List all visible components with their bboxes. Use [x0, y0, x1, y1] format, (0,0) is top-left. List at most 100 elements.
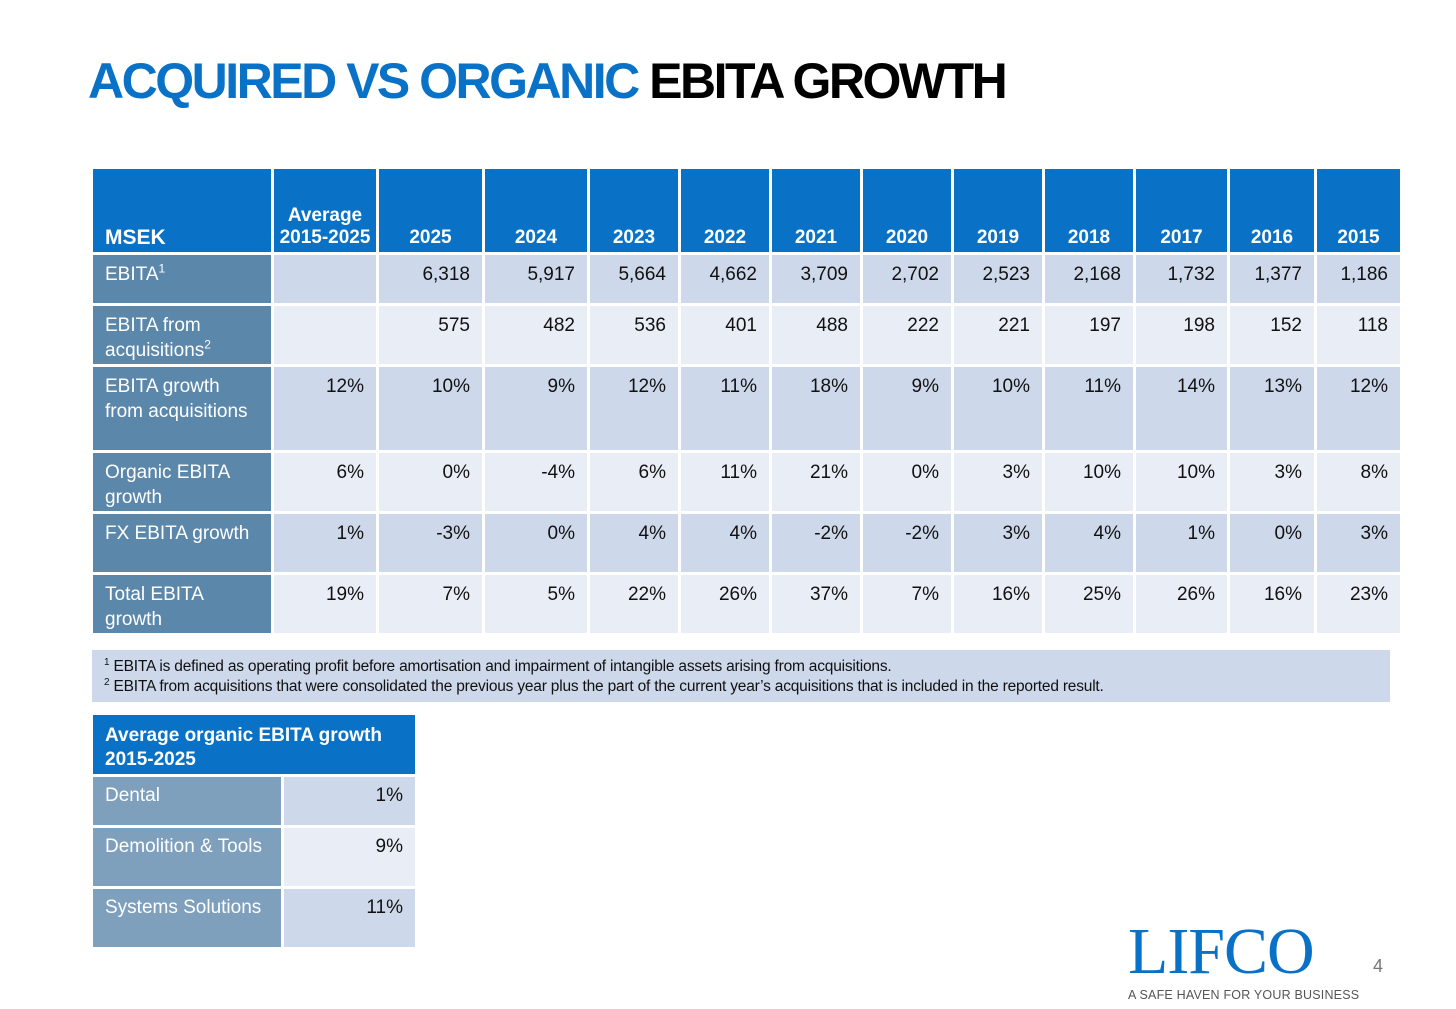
table-cell: 5% [485, 575, 587, 633]
table-cell: 7% [863, 575, 951, 633]
column-header: 2015 [1317, 169, 1400, 252]
ebita-table: MSEK Average 2015-2025 2025 2024 2023 2022 202… [90, 166, 1403, 636]
table-cell: 12% [274, 367, 376, 450]
table-cell: 14% [1136, 367, 1227, 450]
footnote-ref: 1 [158, 261, 166, 276]
table-cell: 2,168 [1045, 255, 1133, 303]
table-cell: 26% [681, 575, 769, 633]
footnote: 1 EBITA is defined as operating profit b… [104, 657, 1378, 677]
row-label-text: Total EBITA growth [105, 584, 203, 630]
table-cell: 0% [379, 453, 482, 511]
segment-label: Dental [93, 777, 281, 825]
table-cell [274, 255, 376, 303]
column-header: 2017 [1136, 169, 1227, 252]
row-label: FX EBITA growth [93, 514, 271, 572]
table-cell: 488 [772, 306, 860, 364]
row-label-text: EBITA growth from acquisitions [105, 376, 248, 422]
header-msek: MSEK [93, 169, 271, 252]
table-cell: 4% [681, 514, 769, 572]
table-cell: -3% [379, 514, 482, 572]
table-cell: 11% [1045, 367, 1133, 450]
table-cell: 221 [954, 306, 1042, 364]
footnote-text: EBITA is defined as operating profit bef… [113, 658, 892, 675]
table-cell: 3% [1230, 453, 1314, 511]
table-cell: 19% [274, 575, 376, 633]
table-cell: 2,523 [954, 255, 1042, 303]
table-cell: -2% [772, 514, 860, 572]
segment-row: Systems Solutions 11% [93, 889, 415, 947]
table-header-row: MSEK Average 2015-2025 2025 2024 2023 2022 202… [93, 169, 1400, 252]
row-label-text: EBITA from acquisitions [105, 315, 205, 361]
table-cell: 12% [590, 367, 678, 450]
footnote: 2 EBITA from acquisitions that were cons… [104, 677, 1378, 697]
table-cell: 18% [772, 367, 860, 450]
table-row: EBITA growth from acquisitions 12% 10% 9% 12… [93, 367, 1400, 450]
table-cell: 22% [590, 575, 678, 633]
title-black-part: EBITA GROWTH [649, 53, 1008, 109]
row-label: EBITA1 [93, 255, 271, 303]
table-cell: 9% [485, 367, 587, 450]
table-cell: 3% [954, 453, 1042, 511]
table-cell [274, 306, 376, 364]
table-cell: 575 [379, 306, 482, 364]
table-cell: -4% [485, 453, 587, 511]
table-cell: 3,709 [772, 255, 860, 303]
table-cell: 26% [1136, 575, 1227, 633]
table-cell: 37% [772, 575, 860, 633]
column-header: Average 2015-2025 [274, 169, 376, 252]
logo-wordmark: LIFCO [1128, 915, 1315, 988]
table-cell: 10% [954, 367, 1042, 450]
table-cell: 4% [590, 514, 678, 572]
row-label: Organic EBITA growth [93, 453, 271, 511]
table-cell: -2% [863, 514, 951, 572]
table-cell: 152 [1230, 306, 1314, 364]
column-header: 2023 [590, 169, 678, 252]
table-cell: 25% [1045, 575, 1133, 633]
table-cell: 3% [1317, 514, 1400, 572]
table-cell: 118 [1317, 306, 1400, 364]
table-cell: 198 [1136, 306, 1227, 364]
table-cell: 401 [681, 306, 769, 364]
footnote-mark: 1 [104, 656, 110, 668]
table-cell: 4% [1045, 514, 1133, 572]
row-label-text: Organic EBITA growth [105, 462, 230, 508]
table-cell: 0% [1230, 514, 1314, 572]
table-row: EBITA1 6,318 5,917 5,664 4,662 3,709 2,702 2,52… [93, 255, 1400, 303]
column-header: 2024 [485, 169, 587, 252]
table-cell: 1,186 [1317, 255, 1400, 303]
table-cell: 536 [590, 306, 678, 364]
column-header: 2021 [772, 169, 860, 252]
table-cell: 9% [863, 367, 951, 450]
segment-value: 11% [284, 889, 415, 947]
segment-value: 9% [284, 828, 415, 886]
segment-row: Demolition & Tools 9% [93, 828, 415, 886]
row-label: EBITA growth from acquisitions [93, 367, 271, 450]
table-cell: 482 [485, 306, 587, 364]
table-row: FX EBITA growth 1% -3% 0% 4% 4% -2% -2% 3% 4% 1% 0%… [93, 514, 1400, 572]
table-cell: 10% [1136, 453, 1227, 511]
column-header: 2025 [379, 169, 482, 252]
table-cell: 4,662 [681, 255, 769, 303]
table-cell: 16% [1230, 575, 1314, 633]
row-label-text: FX EBITA growth [105, 523, 250, 544]
slide-title: ACQUIRED VS ORGANIC EBITA GROWTH [88, 52, 1008, 110]
table-cell: 6% [274, 453, 376, 511]
table-cell: 10% [1045, 453, 1133, 511]
column-header: 2020 [863, 169, 951, 252]
table-cell: 0% [863, 453, 951, 511]
table-cell: 3% [954, 514, 1042, 572]
table-cell: 11% [681, 367, 769, 450]
table-cell: 16% [954, 575, 1042, 633]
segment-growth-table: Average organic EBITA growth 2015-2025 D… [90, 712, 418, 950]
row-label: EBITA from acquisitions2 [93, 306, 271, 364]
footnote-ref: 2 [204, 337, 211, 352]
segment-table-header: Average organic EBITA growth 2015-2025 [93, 715, 415, 774]
table-cell: 12% [1317, 367, 1400, 450]
table-cell: 1,377 [1230, 255, 1314, 303]
table-row: Organic EBITA growth 6% 0% -4% 6% 11% 21% 0% 3% 1… [93, 453, 1400, 511]
segment-row: Dental 1% [93, 777, 415, 825]
logo-tagline: A SAFE HAVEN FOR YOUR BUSINESS [1128, 988, 1360, 1002]
footnote-mark: 2 [104, 676, 110, 688]
table-cell: 10% [379, 367, 482, 450]
